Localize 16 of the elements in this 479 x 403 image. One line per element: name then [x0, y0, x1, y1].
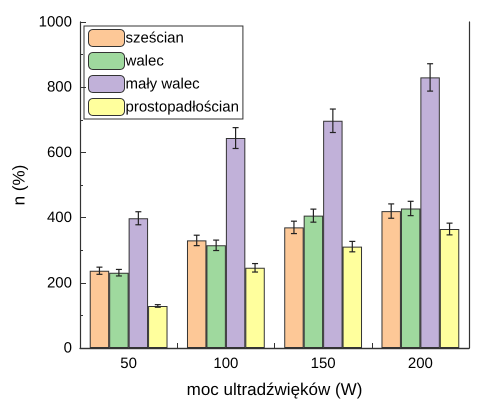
x-axis-title: moc ultradźwięków (W)	[186, 380, 362, 399]
legend-label: sześcian	[126, 30, 184, 46]
x-tick-label: 150	[310, 355, 336, 372]
legend-label: walec	[124, 52, 164, 70]
y-tick-label: 600	[46, 144, 72, 161]
y-axis-title: n (%)	[10, 164, 29, 206]
y-tick-label: 1000	[38, 14, 72, 30]
legend-label: mały walec	[126, 76, 200, 92]
y-tick-label: 200	[46, 274, 72, 292]
legend-label: prostopadłościan	[126, 98, 239, 116]
x-tick-label: 100	[213, 355, 238, 372]
x-tick-label: 200	[408, 355, 433, 372]
x-tick-label: 50	[120, 355, 137, 372]
y-tick-label: 400	[46, 209, 72, 226]
y-tick-label: 800	[46, 78, 72, 96]
y-tick-label: 0	[64, 340, 72, 356]
